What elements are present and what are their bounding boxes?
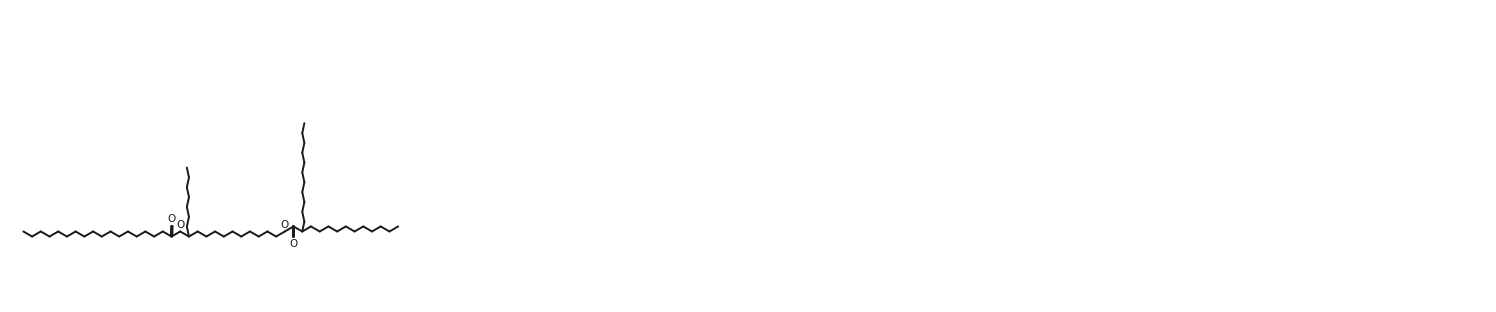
Text: O: O — [289, 239, 298, 249]
Text: O: O — [281, 220, 289, 230]
Text: O: O — [168, 214, 177, 224]
Text: O: O — [177, 220, 184, 230]
